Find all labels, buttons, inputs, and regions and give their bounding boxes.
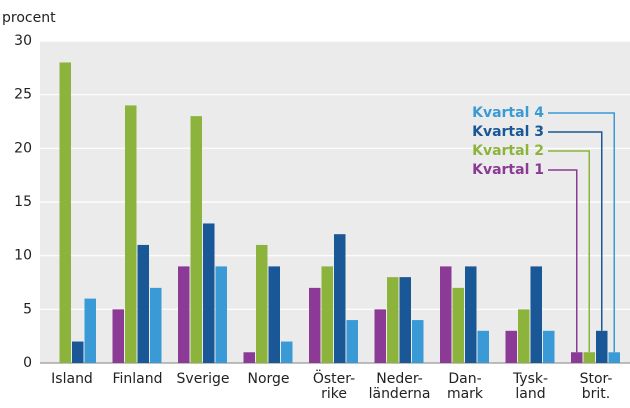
bar [72,341,84,363]
x-tick-label: Tysk- land [512,371,549,402]
bar [530,266,542,363]
bar [583,352,595,363]
y-tick-label: 30 [14,33,32,49]
bar [59,62,71,363]
bar [452,287,464,363]
bar [596,330,608,363]
bar [125,105,137,364]
bar [215,266,227,363]
bar [465,266,477,363]
bar [477,330,489,363]
legend-leader [548,150,590,353]
y-tick-label: 25 [14,87,32,103]
bar [387,277,399,363]
x-tick-label: Sverige [176,371,230,387]
bar [256,244,268,363]
bar [84,298,96,363]
bar [137,244,149,363]
bar [268,266,280,363]
legend-label: Kvartal 1 [472,162,544,178]
bar [112,309,124,363]
bar [399,277,411,363]
x-tick-label: Öster- rike [312,371,356,402]
bar [243,352,255,363]
bar [150,287,162,363]
legend-leader [548,112,615,353]
bar [346,320,358,363]
x-tick-label: Island [51,371,93,387]
bar [440,266,452,363]
bar [321,266,333,363]
legend-leader [548,169,578,353]
bar [608,352,620,363]
legend-leader [548,131,603,331]
x-tick-label: Neder- länderna [368,371,431,402]
y-tick-label: 5 [23,301,32,317]
bar [571,352,583,363]
bar [334,234,346,363]
bar [309,287,321,363]
bar [412,320,424,363]
bar [518,309,530,363]
bar [190,116,202,363]
bar [374,309,386,363]
x-tick-label: Finland [112,371,163,387]
x-tick-label: Stor- brit. [579,371,613,402]
legend-label: Kvartal 3 [472,124,544,140]
legend-label: Kvartal 2 [472,143,544,159]
x-tick-label: Norge [247,371,290,387]
y-tick-label: 0 [23,355,32,371]
y-tick-label: 15 [14,194,32,210]
bar [505,330,517,363]
bar [203,223,215,363]
y-axis-label: procent [2,10,56,26]
x-tick-label: Dan- mark [446,371,484,402]
y-tick-label: 20 [14,140,32,156]
bar [178,266,190,363]
bar [281,341,293,363]
bar [543,330,555,363]
legend-label: Kvartal 4 [472,105,544,121]
y-tick-label: 10 [14,248,32,264]
